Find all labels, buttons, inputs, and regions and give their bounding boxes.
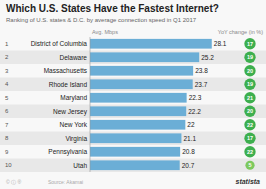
row-band bbox=[0, 132, 266, 146]
change-circle bbox=[244, 119, 255, 130]
bar bbox=[90, 147, 180, 157]
bar bbox=[90, 120, 185, 130]
axis-line bbox=[90, 37, 91, 172]
data-label: 20.8 bbox=[182, 148, 195, 155]
bar bbox=[90, 79, 193, 89]
change-label: 17 bbox=[247, 41, 253, 47]
change-label: 19 bbox=[247, 54, 253, 60]
category-label: Virginia bbox=[65, 135, 87, 143]
change-label: 20 bbox=[247, 108, 253, 114]
data-label: 25.2 bbox=[201, 54, 214, 61]
rank: 9 bbox=[5, 149, 9, 155]
rank: 10 bbox=[5, 162, 12, 168]
data-label: 22 bbox=[187, 121, 195, 128]
data-label: 23.7 bbox=[195, 81, 208, 88]
category-label: District of Columbia bbox=[31, 40, 88, 47]
category-label: Utah bbox=[73, 162, 87, 169]
change-circle bbox=[245, 161, 254, 170]
bar bbox=[90, 52, 199, 62]
rank: 1 bbox=[5, 41, 9, 47]
category-label: Maryland bbox=[60, 94, 87, 102]
change-circle bbox=[244, 38, 255, 49]
column-header: Avg. Mbps bbox=[92, 29, 118, 35]
change-circle bbox=[244, 146, 255, 157]
category-label: Massachusetts bbox=[44, 67, 88, 74]
bar bbox=[90, 106, 186, 116]
bar bbox=[90, 133, 181, 143]
data-label: 22.3 bbox=[189, 94, 202, 101]
title: Which U.S. States Have the Fastest Inter… bbox=[6, 3, 219, 14]
background bbox=[0, 0, 266, 189]
subtitle: Ranking of U.S. states & D.C. by average… bbox=[6, 17, 197, 23]
row-band bbox=[0, 105, 266, 119]
data-label: 20.7 bbox=[182, 162, 195, 169]
category-label: Rhode Island bbox=[49, 81, 88, 88]
category-label: Delaware bbox=[60, 54, 88, 61]
change-circle bbox=[244, 133, 255, 144]
change-label: 22 bbox=[247, 149, 253, 155]
change-label: 21 bbox=[247, 95, 253, 101]
category-label: New Jersey bbox=[53, 108, 88, 116]
rank: 4 bbox=[5, 81, 9, 87]
rank: 5 bbox=[5, 95, 9, 101]
change-circle bbox=[244, 92, 255, 103]
change-circle bbox=[244, 52, 255, 63]
row-band bbox=[0, 78, 266, 92]
column-header: YoY change (in %) bbox=[218, 29, 263, 35]
data-label: 28.1 bbox=[214, 40, 227, 47]
change-label: 17 bbox=[247, 135, 253, 141]
change-label: 5 bbox=[248, 162, 251, 168]
rank: 2 bbox=[5, 54, 9, 60]
rank: 7 bbox=[5, 122, 9, 128]
data-label: 21.1 bbox=[183, 135, 196, 142]
category-label: New York bbox=[60, 121, 88, 128]
chart: Which U.S. States Have the Fastest Inter… bbox=[0, 0, 266, 189]
bar bbox=[90, 160, 180, 170]
row-band bbox=[0, 51, 266, 65]
change-label: 20 bbox=[247, 68, 253, 74]
change-label: 19 bbox=[247, 81, 253, 87]
data-label: 23.8 bbox=[195, 67, 208, 74]
rank: 3 bbox=[5, 68, 9, 74]
source: Source: Akamai bbox=[48, 179, 83, 185]
change-circle bbox=[244, 79, 255, 90]
logo: statista bbox=[235, 178, 260, 185]
row-band bbox=[0, 159, 266, 173]
bar bbox=[90, 39, 212, 49]
bar bbox=[90, 93, 187, 103]
rank: 6 bbox=[5, 108, 9, 114]
category-label: Pennsylvania bbox=[48, 148, 87, 156]
rank: 8 bbox=[5, 135, 9, 141]
credit: © ⓘ ® bbox=[6, 179, 21, 185]
change-circle bbox=[244, 65, 255, 76]
bars bbox=[90, 39, 212, 170]
data-label: 22.2 bbox=[188, 108, 201, 115]
bar bbox=[90, 66, 193, 76]
change-label: 22 bbox=[247, 122, 253, 128]
change-circle bbox=[244, 106, 255, 117]
